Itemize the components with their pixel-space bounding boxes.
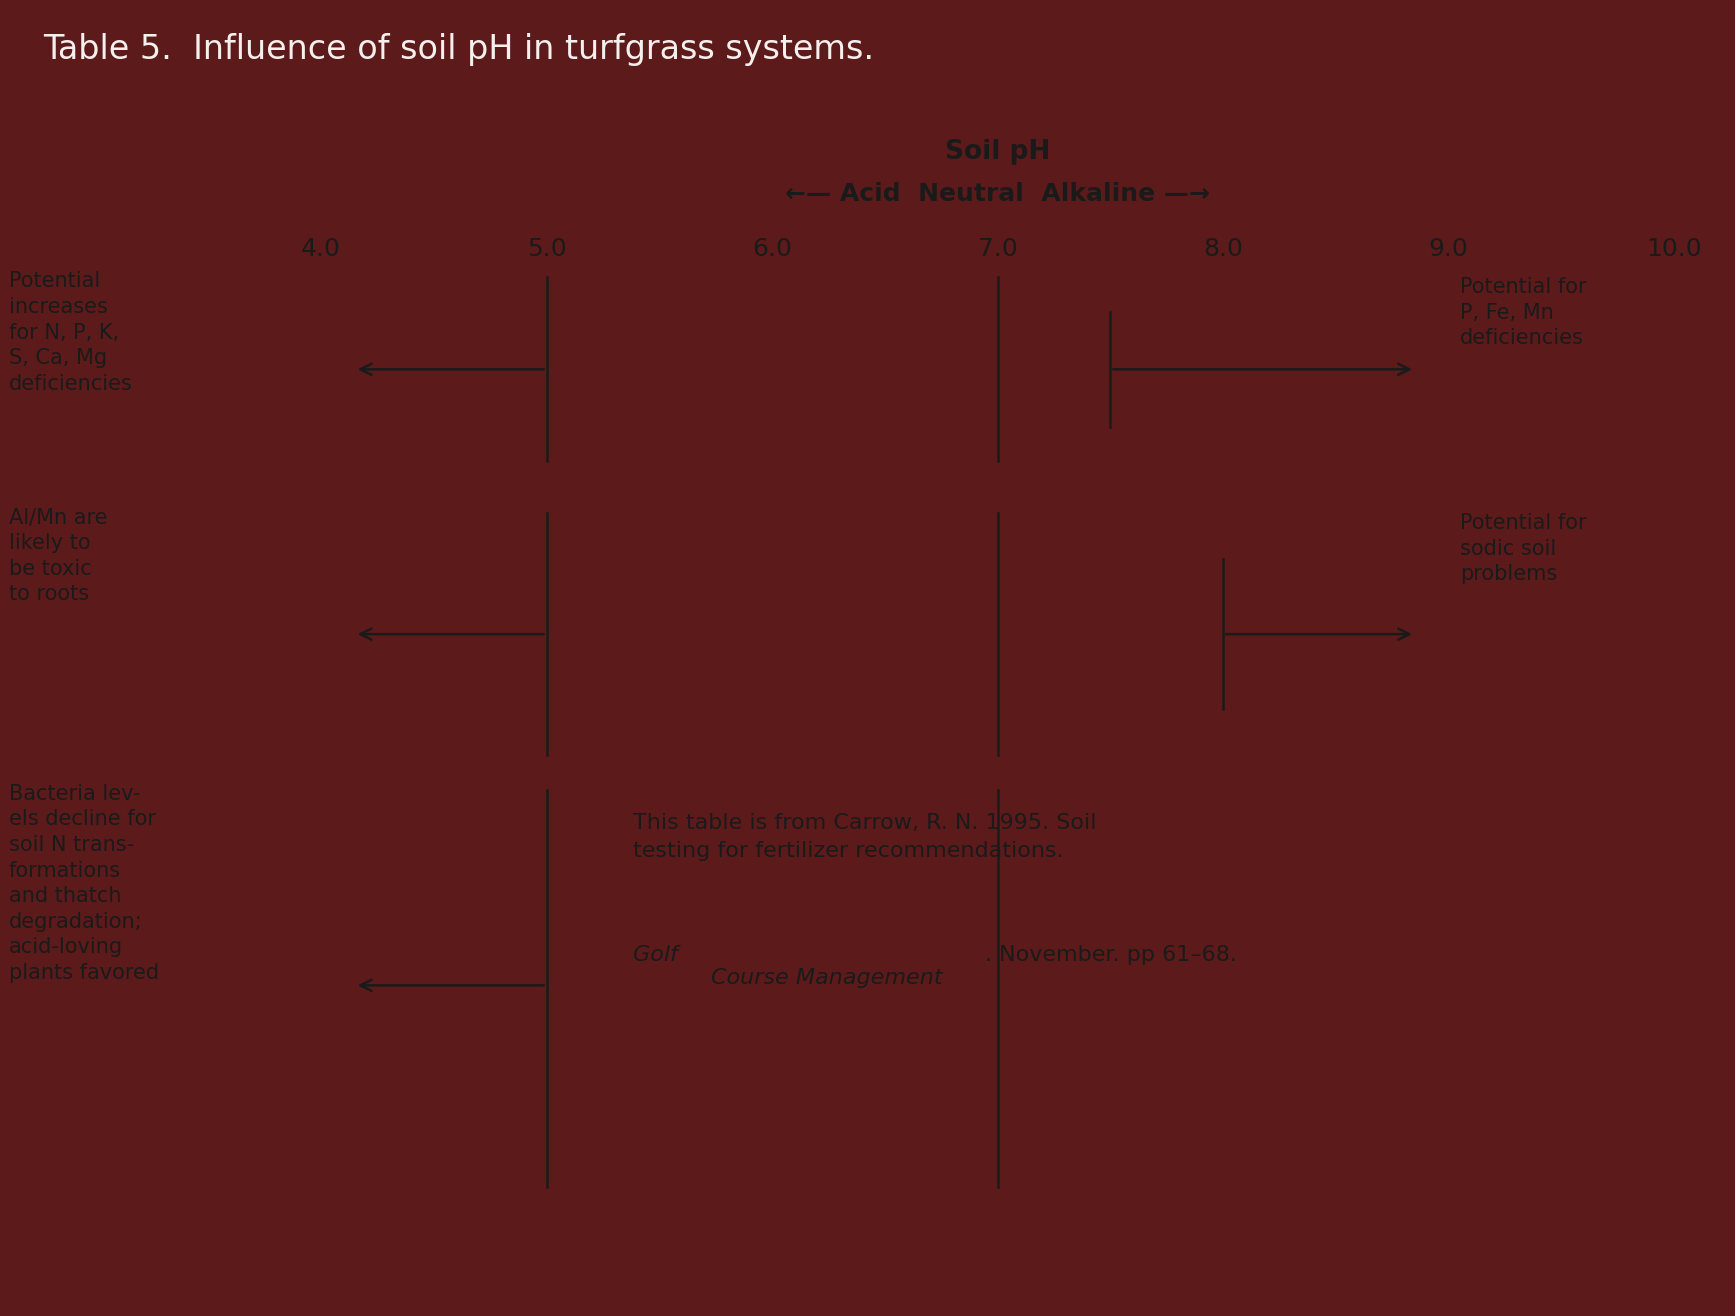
Text: 6.0: 6.0 bbox=[753, 237, 791, 261]
Text: Course Management: Course Management bbox=[711, 945, 944, 988]
Text: . November. pp 61–68.: . November. pp 61–68. bbox=[985, 945, 1237, 965]
Text: 7.0: 7.0 bbox=[979, 237, 1017, 261]
Text: Golf: Golf bbox=[633, 945, 678, 965]
Text: Al/Mn are
likely to
be toxic
to roots: Al/Mn are likely to be toxic to roots bbox=[9, 508, 108, 604]
Text: ←— Acid  Neutral  Alkaline —→: ←— Acid Neutral Alkaline —→ bbox=[786, 182, 1209, 205]
Text: 4.0: 4.0 bbox=[302, 237, 340, 261]
Text: This table is from Carrow, R. N. 1995. Soil
testing for fertilizer recommendatio: This table is from Carrow, R. N. 1995. S… bbox=[633, 812, 1097, 862]
Text: Table 5.  Influence of soil pH in turfgrass systems.: Table 5. Influence of soil pH in turfgra… bbox=[43, 33, 874, 66]
Text: 8.0: 8.0 bbox=[1204, 237, 1242, 261]
Text: 9.0: 9.0 bbox=[1430, 237, 1468, 261]
Text: Bacteria lev-
els decline for
soil N trans-
formations
and thatch
degradation;
a: Bacteria lev- els decline for soil N tra… bbox=[9, 784, 160, 983]
Text: 5.0: 5.0 bbox=[527, 237, 566, 261]
Text: Potential
increases
for N, P, K,
S, Ca, Mg
deficiencies: Potential increases for N, P, K, S, Ca, … bbox=[9, 271, 132, 393]
Text: Potential for
sodic soil
problems: Potential for sodic soil problems bbox=[1461, 513, 1586, 584]
Text: 10.0: 10.0 bbox=[1647, 237, 1702, 261]
Text: Soil pH: Soil pH bbox=[946, 139, 1050, 164]
Text: Potential for
P, Fe, Mn
deficiencies: Potential for P, Fe, Mn deficiencies bbox=[1461, 278, 1586, 349]
